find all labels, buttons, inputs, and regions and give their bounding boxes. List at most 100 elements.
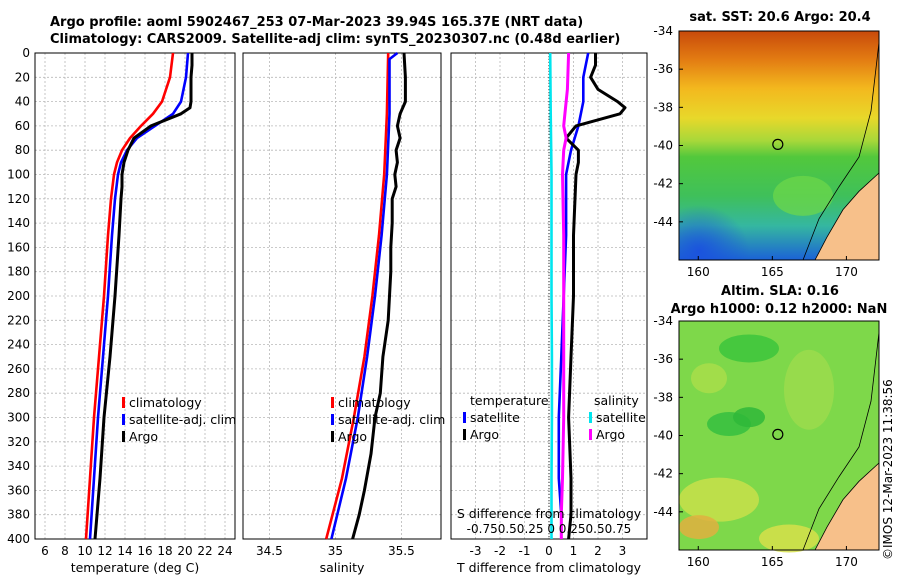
y-tick-label: 180 <box>7 265 30 279</box>
x-tick-label: 8 <box>61 544 69 558</box>
legend-swatch <box>122 414 125 425</box>
x-tick-label: 18 <box>157 544 172 558</box>
sst-cold-region <box>679 168 779 260</box>
legend-label: Argo <box>338 429 367 444</box>
y-tick-label: 360 <box>7 483 30 497</box>
x-tick-label: 2 <box>594 544 602 558</box>
x-tick-label: -2 <box>494 544 506 558</box>
series-line-climatology <box>84 52 175 540</box>
y-tick-label: 280 <box>7 386 30 400</box>
argo-position-marker <box>772 138 784 150</box>
sst-map: -34 -36 -38 -40 -42 -44 160 165 170 <box>653 24 880 279</box>
sla-anomaly-patch <box>733 407 765 428</box>
legend-label: Argo <box>470 427 499 442</box>
series-line-salinity-Argo <box>559 52 571 539</box>
map-x-tick-label: 160 <box>687 265 710 279</box>
y-tick-label: 400 <box>7 532 30 546</box>
y-tick-label: 160 <box>7 240 30 254</box>
y-tick-label: 220 <box>7 313 30 327</box>
axes-frame <box>34 52 236 540</box>
legend-swatch <box>589 412 592 423</box>
salinity-diff-axis-label: S difference from climatology <box>457 506 642 521</box>
y-tick-label: 380 <box>7 508 30 522</box>
map-y-tick-label: -42 <box>653 467 673 481</box>
map-y-tick-label: -36 <box>653 62 673 76</box>
y-tick-label: 40 <box>15 95 30 109</box>
map-y-tick-label: -40 <box>653 139 673 153</box>
series-line-satellite-adj.-clim <box>88 52 190 540</box>
legend-title-salinity: salinity <box>594 393 639 408</box>
legend-label: satellite <box>596 410 646 425</box>
legend-swatch <box>331 397 334 408</box>
x-tick-label: 6 <box>41 544 49 558</box>
map-y-tick-label: -44 <box>653 215 673 229</box>
legend-swatch <box>589 429 592 440</box>
legend-swatch <box>463 429 466 440</box>
x-tick-label: -3 <box>470 544 482 558</box>
legend-swatch <box>463 412 466 423</box>
sla-anomaly-patch <box>759 524 819 553</box>
map-y-tick-label: -38 <box>653 390 673 404</box>
legend-label: satellite-adj. clim <box>338 412 445 427</box>
y-tick-label: 140 <box>7 216 30 230</box>
figure-title-line2: Climatology: CARS2009. Satellite-adj cli… <box>50 32 621 47</box>
sla-anomaly-patch <box>784 349 834 430</box>
y-tick-label: 340 <box>7 459 30 473</box>
y-tick-label: 20 <box>15 70 30 84</box>
panel-difference-from-climatology: -3 -2 -1 0 1 2 3 T difference from climatology t… <box>450 52 648 575</box>
legend-label: satellite <box>470 410 520 425</box>
x-tick-label: 22 <box>197 544 212 558</box>
legend-label: Argo <box>129 429 158 444</box>
argo-position-marker <box>772 428 784 440</box>
x-tick-label: 34.5 <box>256 544 283 558</box>
y-tick-label: 0 <box>22 46 30 60</box>
x-tick-label: 10 <box>77 544 92 558</box>
x-tick-label: 35 <box>328 544 343 558</box>
panel-salinity: 34.5 35 35.5 salinity climatology satellite-a… <box>242 51 445 575</box>
series-line-satellite-adj.-clim <box>330 51 399 540</box>
series-line-temperature-satellite <box>557 52 590 539</box>
sla-anomaly-patch <box>679 477 759 522</box>
sla-map: -34 -36 -38 -40 -42 -44 160 165 170 <box>653 314 880 569</box>
x-tick-label: 12 <box>97 544 112 558</box>
x-tick-label: 1 <box>570 544 578 558</box>
legend-label: climatology <box>338 395 411 410</box>
map-x-tick-label: 160 <box>687 555 710 569</box>
legend-title-temperature: temperature <box>470 393 549 408</box>
x-tick-label: 35.5 <box>388 544 415 558</box>
y-tick-label: 80 <box>15 143 30 157</box>
map-x-tick-label: 170 <box>835 555 858 569</box>
legend-swatch <box>122 431 125 442</box>
x-tick-label: 3 <box>619 544 627 558</box>
y-tick-label: 320 <box>7 435 30 449</box>
sla-map-title-line2: Argo h1000: 0.12 h2000: NaN <box>670 302 888 317</box>
sla-map-title-line1: Altim. SLA: 0.16 <box>721 284 839 299</box>
legend-swatch <box>331 431 334 442</box>
sla-anomaly-patch <box>691 363 727 394</box>
x-tick-label: 16 <box>137 544 152 558</box>
legend-swatch <box>122 397 125 408</box>
x-axis-label: temperature (deg C) <box>71 560 200 575</box>
x-tick-label: 20 <box>177 544 192 558</box>
panel-temperature: 6 8 10 12 14 16 18 20 22 240204060801001201401601… <box>7 46 236 575</box>
series-line-climatology <box>324 52 390 540</box>
sst-map-title: sat. SST: 20.6 Argo: 20.4 <box>689 10 871 25</box>
map-y-tick-label: -44 <box>653 505 673 519</box>
legend-label: Argo <box>596 427 625 442</box>
legend-swatch <box>331 414 334 425</box>
y-tick-label: 300 <box>7 411 30 425</box>
y-tick-label: 240 <box>7 338 30 352</box>
bathymetry-contour <box>802 42 880 261</box>
sla-anomaly-patch <box>679 515 719 540</box>
map-y-tick-label: -34 <box>653 314 673 328</box>
figure-title-line1: Argo profile: aoml 5902467_253 07-Mar-20… <box>50 15 584 30</box>
x-tick-label: 24 <box>217 544 232 558</box>
y-tick-label: 100 <box>7 168 30 182</box>
bathymetry-contour <box>802 332 880 551</box>
y-tick-label: 60 <box>15 119 30 133</box>
legend-label: satellite-adj. clim <box>129 412 236 427</box>
map-x-tick-label: 170 <box>835 265 858 279</box>
x-axis-label: T difference from climatology <box>456 560 642 575</box>
map-x-tick-label: 165 <box>761 265 784 279</box>
